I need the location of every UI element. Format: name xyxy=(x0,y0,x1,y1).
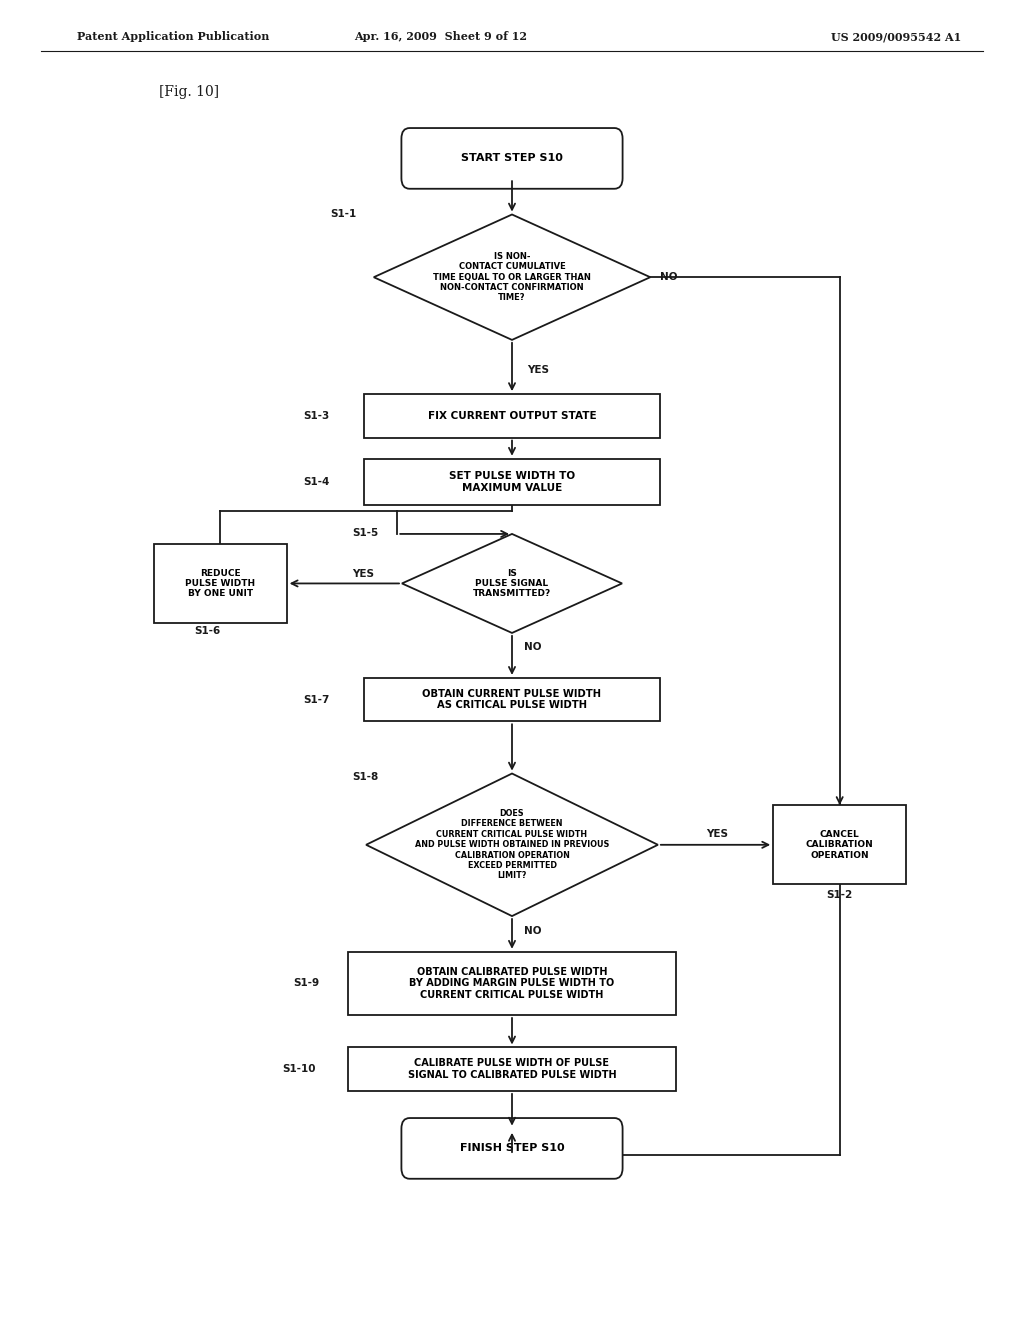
Text: FIX CURRENT OUTPUT STATE: FIX CURRENT OUTPUT STATE xyxy=(428,411,596,421)
Polygon shape xyxy=(374,214,650,339)
Text: S1-6: S1-6 xyxy=(194,626,220,636)
Text: Patent Application Publication: Patent Application Publication xyxy=(77,32,269,42)
Text: S1-7: S1-7 xyxy=(303,694,330,705)
Text: US 2009/0095542 A1: US 2009/0095542 A1 xyxy=(830,32,962,42)
Bar xyxy=(348,1048,676,1090)
FancyBboxPatch shape xyxy=(401,1118,623,1179)
Text: NO: NO xyxy=(524,925,542,936)
Polygon shape xyxy=(367,774,657,916)
Bar xyxy=(154,544,287,623)
Text: S1-3: S1-3 xyxy=(303,411,330,421)
Bar xyxy=(364,678,660,722)
Text: OBTAIN CURRENT PULSE WIDTH
AS CRITICAL PULSE WIDTH: OBTAIN CURRENT PULSE WIDTH AS CRITICAL P… xyxy=(423,689,601,710)
Text: YES: YES xyxy=(706,829,728,840)
Text: SET PULSE WIDTH TO
MAXIMUM VALUE: SET PULSE WIDTH TO MAXIMUM VALUE xyxy=(449,471,575,492)
Text: NO: NO xyxy=(524,642,542,652)
Text: OBTAIN CALIBRATED PULSE WIDTH
BY ADDING MARGIN PULSE WIDTH TO
CURRENT CRITICAL P: OBTAIN CALIBRATED PULSE WIDTH BY ADDING … xyxy=(410,966,614,1001)
Text: [Fig. 10]: [Fig. 10] xyxy=(159,86,219,99)
Text: IS
PULSE SIGNAL
TRANSMITTED?: IS PULSE SIGNAL TRANSMITTED? xyxy=(473,569,551,598)
Text: CANCEL
CALIBRATION
OPERATION: CANCEL CALIBRATION OPERATION xyxy=(806,830,873,859)
Text: S1-9: S1-9 xyxy=(293,978,319,989)
Text: S1-4: S1-4 xyxy=(303,477,330,487)
Polygon shape xyxy=(401,533,623,632)
Text: S1-5: S1-5 xyxy=(352,528,379,539)
Text: S1-2: S1-2 xyxy=(826,890,853,900)
Text: DOES
DIFFERENCE BETWEEN
CURRENT CRITICAL PULSE WIDTH
AND PULSE WIDTH OBTAINED IN: DOES DIFFERENCE BETWEEN CURRENT CRITICAL… xyxy=(415,809,609,880)
Text: CALIBRATE PULSE WIDTH OF PULSE
SIGNAL TO CALIBRATED PULSE WIDTH: CALIBRATE PULSE WIDTH OF PULSE SIGNAL TO… xyxy=(408,1059,616,1080)
Text: S1-1: S1-1 xyxy=(330,209,356,219)
Text: IS NON-
CONTACT CUMULATIVE
TIME EQUAL TO OR LARGER THAN
NON-CONTACT CONFIRMATION: IS NON- CONTACT CUMULATIVE TIME EQUAL TO… xyxy=(433,252,591,302)
Bar xyxy=(773,805,906,884)
Text: REDUCE
PULSE WIDTH
BY ONE UNIT: REDUCE PULSE WIDTH BY ONE UNIT xyxy=(185,569,255,598)
Text: YES: YES xyxy=(527,364,549,375)
Text: S1-10: S1-10 xyxy=(282,1064,315,1074)
Bar xyxy=(364,458,660,504)
Text: NO: NO xyxy=(660,272,678,282)
Text: FINISH STEP S10: FINISH STEP S10 xyxy=(460,1143,564,1154)
Bar xyxy=(364,393,660,437)
Text: START STEP S10: START STEP S10 xyxy=(461,153,563,164)
Text: YES: YES xyxy=(352,569,375,579)
FancyBboxPatch shape xyxy=(401,128,623,189)
Text: Apr. 16, 2009  Sheet 9 of 12: Apr. 16, 2009 Sheet 9 of 12 xyxy=(354,32,526,42)
Bar xyxy=(348,952,676,1015)
Text: S1-8: S1-8 xyxy=(352,772,379,783)
